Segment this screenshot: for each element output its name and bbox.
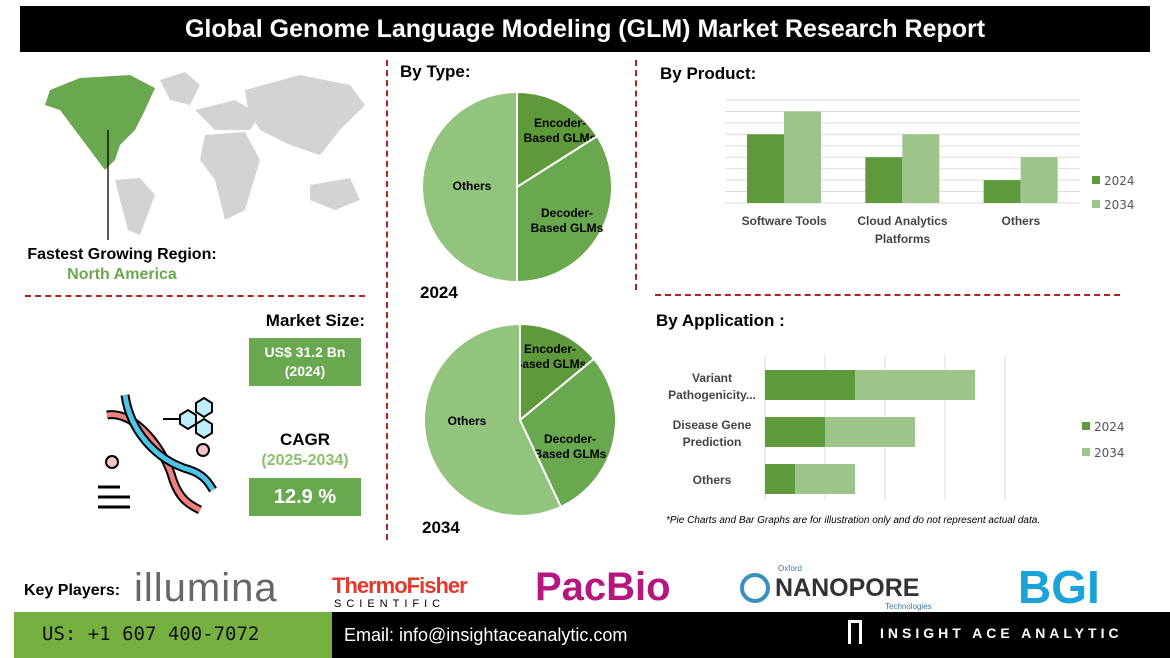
- region-label: Fastest Growing Region:: [27, 246, 217, 263]
- application-heading: By Application :: [656, 311, 785, 330]
- cagr-value: 12.9 %: [249, 478, 361, 516]
- divider: [655, 294, 1120, 296]
- bar: [825, 417, 915, 447]
- y-tick-label: Others: [693, 473, 732, 487]
- type-pie-2034: Encoder-Based GLMs Decoder-Based GLMs Othe…: [423, 322, 617, 517]
- legend-label: 2034: [1104, 198, 1135, 212]
- disclaimer-note: *Pie Charts and Bar Graphs are for illus…: [666, 515, 1041, 526]
- brand-logo-icon: [848, 620, 862, 644]
- pie-slice: [421, 90, 518, 284]
- footer-phone: US: +1 607 400-7072: [14, 612, 332, 658]
- divider: [386, 60, 388, 540]
- application-bar-chart: Variant Pathogenicity... Disease Gene Predi…: [668, 355, 1125, 500]
- brand-name: INSIGHT ACE ANALYTIC: [880, 625, 1123, 641]
- world-map: [45, 72, 365, 240]
- type-pie-2024: Encoder-Based GLMs Decoder-Based GLMs Othe…: [421, 90, 613, 284]
- bar: [765, 370, 855, 400]
- bar: [983, 180, 1021, 203]
- bar: [855, 370, 975, 400]
- y-tick-label: Prediction: [683, 435, 742, 449]
- x-tick-label: Cloud Analytics: [857, 214, 948, 228]
- key-players-label: Key Players:: [24, 582, 121, 599]
- pie-slice-label: Others: [448, 414, 487, 428]
- nanopore-icon: [740, 573, 770, 603]
- cagr-label: CAGR: [279, 430, 331, 449]
- bgi-logo: BGI: [1018, 561, 1100, 613]
- pie-slice: [516, 134, 613, 284]
- legend-label: 2034: [1094, 446, 1125, 460]
- pie-slice-label: Others: [453, 179, 492, 193]
- thermofisher-logo: ThermoFisher: [332, 573, 468, 598]
- nanopore-oxford: Oxford: [778, 564, 803, 573]
- illumina-logo: illumina: [134, 566, 278, 610]
- footer-email: Email: info@insightaceanalytic.com: [332, 612, 1170, 658]
- pie-2024-year: 2024: [420, 283, 458, 302]
- legend-swatch: [1092, 200, 1100, 208]
- legend-swatch: [1082, 422, 1090, 430]
- product-bar-chart: Software Tools Cloud Analytics Platforms O…: [725, 99, 1135, 246]
- x-tick-label: Software Tools: [742, 214, 827, 228]
- type-heading: By Type:: [400, 62, 471, 81]
- bar: [784, 111, 821, 203]
- pacbio-logo: PacBio: [535, 565, 671, 609]
- bar: [765, 464, 795, 494]
- y-tick-label: Disease Gene: [673, 418, 752, 432]
- y-tick-label: Pathogenicity...: [668, 388, 756, 402]
- cagr-period: (2025-2034): [261, 452, 349, 469]
- market-size-value: US$ 31.2 Bn: [264, 344, 346, 360]
- pie-slice-label: Decoder-Based GLMs: [534, 432, 607, 461]
- market-size-box: US$ 31.2 Bn (2024): [249, 338, 361, 386]
- divider: [635, 60, 637, 290]
- dna-icon: [98, 394, 217, 515]
- thermofisher-sub: SCIENTIFIC: [334, 598, 446, 610]
- bar: [1020, 157, 1058, 203]
- nanopore-logo: NANOPORE: [775, 574, 920, 602]
- legend-swatch: [1082, 448, 1090, 456]
- market-size-label: Market Size:: [265, 311, 365, 330]
- product-heading: By Product:: [660, 64, 757, 83]
- market-size-year: (2024): [284, 363, 326, 379]
- pie-slice-label: Decoder-Based GLMs: [531, 206, 604, 235]
- bar: [902, 134, 940, 203]
- legend-label: 2024: [1094, 420, 1125, 434]
- region-value: North America: [67, 266, 177, 283]
- x-tick-label: Others: [1001, 214, 1040, 228]
- nanopore-sub: Technologies: [885, 602, 932, 611]
- pie-slice-label: Encoder-Based GLMs: [514, 342, 587, 371]
- bar: [865, 157, 903, 203]
- pie-2034-year: 2034: [422, 518, 460, 537]
- bar: [747, 134, 784, 203]
- bar: [795, 464, 855, 494]
- pie-slice-label: Encoder-Based GLMs: [524, 116, 597, 145]
- bar: [765, 417, 825, 447]
- divider: [25, 295, 365, 297]
- legend-swatch: [1092, 176, 1100, 184]
- x-tick-label: Platforms: [875, 232, 931, 246]
- pie-slice: [519, 322, 596, 423]
- legend-label: 2024: [1104, 174, 1135, 188]
- pie-slice: [516, 90, 599, 189]
- pie-slice: [423, 322, 563, 517]
- report-title: Global Genome Language Modeling (GLM) Ma…: [20, 6, 1150, 52]
- y-tick-label: Variant: [692, 371, 732, 385]
